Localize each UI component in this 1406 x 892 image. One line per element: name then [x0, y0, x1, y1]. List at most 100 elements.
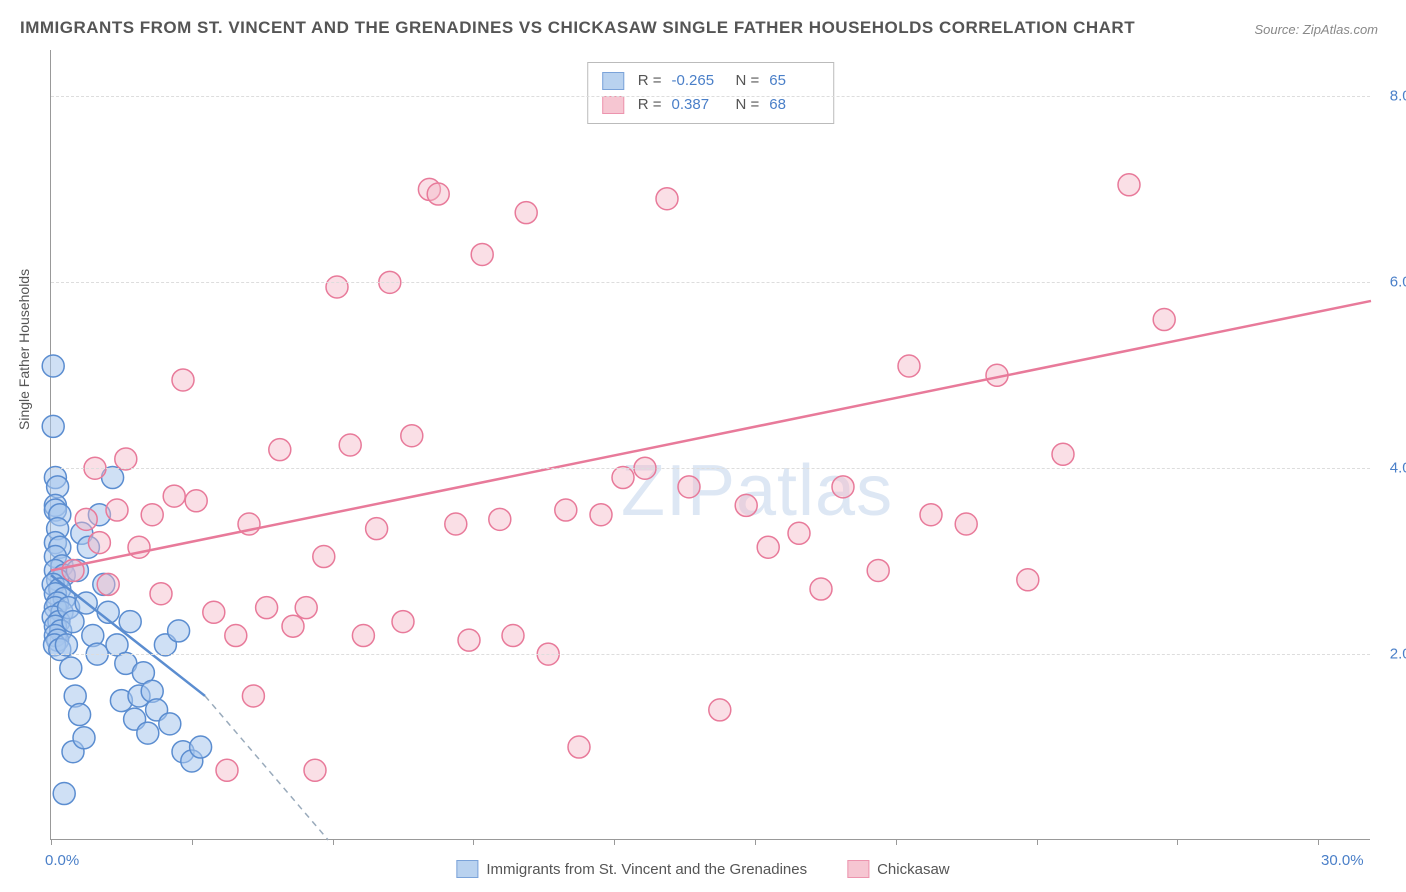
chart-plot-area: ZIPatlas R =-0.265N =65R =0.387N =68 2.0…	[50, 50, 1370, 840]
x-tick-mark	[473, 839, 474, 845]
x-tick-mark	[333, 839, 334, 845]
scatter-point	[115, 448, 137, 470]
scatter-point	[515, 202, 537, 224]
scatter-point	[190, 736, 212, 758]
correlation-legend: R =-0.265N =65R =0.387N =68	[587, 62, 835, 124]
scatter-point	[304, 759, 326, 781]
scatter-point	[119, 611, 141, 633]
scatter-point	[568, 736, 590, 758]
legend-swatch	[602, 96, 624, 114]
scatter-point	[555, 499, 577, 521]
scatter-point	[366, 518, 388, 540]
scatter-point	[60, 657, 82, 679]
scatter-point	[150, 583, 172, 605]
scatter-point	[920, 504, 942, 526]
stat-label-r: R =	[638, 69, 662, 93]
scatter-point	[313, 546, 335, 568]
scatter-point	[168, 620, 190, 642]
scatter-point	[656, 188, 678, 210]
scatter-point	[73, 727, 95, 749]
x-tick-mark	[1177, 839, 1178, 845]
scatter-point	[392, 611, 414, 633]
scatter-point	[137, 722, 159, 744]
x-tick-label: 30.0%	[1321, 852, 1364, 869]
scatter-point	[326, 276, 348, 298]
scatter-point	[269, 439, 291, 461]
scatter-point	[898, 355, 920, 377]
scatter-point	[225, 625, 247, 647]
scatter-point	[612, 467, 634, 489]
scatter-point	[502, 625, 524, 647]
scatter-point	[1153, 309, 1175, 331]
x-tick-mark	[614, 839, 615, 845]
x-tick-mark	[192, 839, 193, 845]
scatter-point	[256, 597, 278, 619]
scatter-point	[159, 713, 181, 735]
legend-swatch	[456, 860, 478, 878]
scatter-point	[489, 508, 511, 530]
gridline-h	[51, 654, 1370, 655]
scatter-point	[62, 559, 84, 581]
scatter-point	[445, 513, 467, 535]
scatter-point	[282, 615, 304, 637]
x-tick-mark	[1318, 839, 1319, 845]
scatter-point	[788, 522, 810, 544]
scatter-point	[867, 559, 889, 581]
scatter-point	[55, 634, 77, 656]
x-tick-mark	[1037, 839, 1038, 845]
legend-stat-row: R =-0.265N =65	[602, 69, 820, 93]
scatter-point	[88, 532, 110, 554]
y-tick-label: 8.0%	[1390, 88, 1406, 105]
scatter-point	[810, 578, 832, 600]
scatter-point	[427, 183, 449, 205]
legend-item: Chickasaw	[847, 860, 950, 878]
y-tick-label: 2.0%	[1390, 646, 1406, 663]
scatter-point	[141, 504, 163, 526]
gridline-h	[51, 96, 1370, 97]
y-tick-label: 4.0%	[1390, 460, 1406, 477]
scatter-point	[401, 425, 423, 447]
y-axis-label: Single Father Households	[16, 269, 32, 430]
scatter-point	[1052, 443, 1074, 465]
x-tick-label: 0.0%	[45, 852, 79, 869]
stat-value-r: -0.265	[672, 69, 722, 93]
scatter-point	[757, 536, 779, 558]
scatter-point	[678, 476, 700, 498]
scatter-svg	[51, 50, 1370, 839]
trend-line	[51, 301, 1371, 571]
scatter-point	[832, 476, 854, 498]
scatter-point	[106, 499, 128, 521]
source-attribution: Source: ZipAtlas.com	[1254, 22, 1378, 37]
scatter-point	[590, 504, 612, 526]
scatter-point	[172, 369, 194, 391]
scatter-point	[216, 759, 238, 781]
gridline-h	[51, 468, 1370, 469]
stat-value-n: 65	[769, 69, 819, 93]
legend-swatch	[602, 72, 624, 90]
y-tick-label: 6.0%	[1390, 274, 1406, 291]
scatter-point	[339, 434, 361, 456]
scatter-point	[1118, 174, 1140, 196]
legend-label: Immigrants from St. Vincent and the Gren…	[486, 861, 807, 878]
x-tick-mark	[755, 839, 756, 845]
scatter-point	[185, 490, 207, 512]
legend-swatch	[847, 860, 869, 878]
legend-label: Chickasaw	[877, 861, 950, 878]
scatter-point	[53, 783, 75, 805]
scatter-point	[735, 494, 757, 516]
scatter-point	[163, 485, 185, 507]
scatter-point	[955, 513, 977, 535]
series-legend: Immigrants from St. Vincent and the Gren…	[456, 860, 949, 878]
x-tick-mark	[51, 839, 52, 845]
scatter-point	[42, 355, 64, 377]
scatter-point	[352, 625, 374, 647]
scatter-point	[75, 508, 97, 530]
scatter-point	[709, 699, 731, 721]
scatter-point	[42, 415, 64, 437]
x-tick-mark	[896, 839, 897, 845]
scatter-point	[458, 629, 480, 651]
scatter-point	[203, 601, 225, 623]
chart-title: IMMIGRANTS FROM ST. VINCENT AND THE GREN…	[20, 18, 1135, 38]
gridline-h	[51, 282, 1370, 283]
scatter-point	[295, 597, 317, 619]
